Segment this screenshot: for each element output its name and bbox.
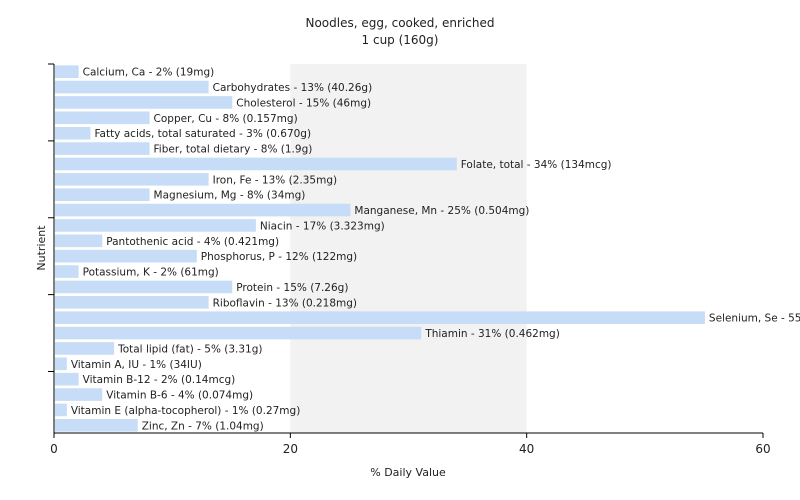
- bar-label: Fiber, total dietary - 8% (1.9g): [154, 144, 313, 156]
- bar: [55, 80, 209, 94]
- bar: [55, 419, 138, 432]
- bar-label: Selenium, Se - 55% (38.2mcg): [709, 313, 800, 325]
- bar-label: Total lipid (fat) - 5% (3.31g): [117, 343, 262, 355]
- x-tick-label: 60: [755, 442, 770, 456]
- bar-label: Calcium, Ca - 2% (19mg): [83, 67, 215, 79]
- bar: [55, 296, 209, 309]
- bar: [55, 157, 457, 171]
- axes-group: 0 20 40 60: [48, 63, 771, 456]
- bar-label: Vitamin A, IU - 1% (34IU): [71, 359, 202, 371]
- bar-label: Thiamin - 31% (0.462mg): [424, 328, 560, 340]
- bar: [55, 357, 67, 371]
- bar-label: Copper, Cu - 8% (0.157mg): [154, 113, 298, 125]
- bar: [55, 311, 705, 324]
- bar: [55, 342, 115, 355]
- bar-label: Cholesterol - 15% (46mg): [236, 97, 371, 109]
- chart-title: Noodles, egg, cooked, enriched: [305, 16, 494, 30]
- bar: [55, 111, 150, 125]
- bar-label: Fatty acids, total saturated - 3% (0.670…: [94, 128, 311, 140]
- chart-subtitle: 1 cup (160g): [362, 33, 439, 47]
- bar-label: Iron, Fe - 13% (2.35mg): [213, 174, 337, 186]
- grid-band: [290, 64, 527, 433]
- bar: [55, 126, 91, 140]
- bar-label: Zinc, Zn - 7% (1.04mg): [142, 420, 264, 432]
- bar: [55, 173, 209, 186]
- bar: [55, 372, 79, 386]
- bar: [55, 142, 150, 155]
- bar-label: Magnesium, Mg - 8% (34mg): [154, 190, 306, 202]
- bar: [55, 65, 79, 78]
- y-axis-label: Nutrient: [35, 225, 48, 271]
- bar: [55, 403, 67, 417]
- x-tick-label: 20: [283, 442, 298, 456]
- bar-label: Niacin - 17% (3.323mg): [260, 220, 385, 232]
- bar-label: Vitamin B-6 - 4% (0.074mg): [106, 390, 253, 402]
- bar: [55, 249, 197, 263]
- grid-bands: [290, 64, 527, 433]
- bar-label: Protein - 15% (7.26g): [236, 282, 348, 294]
- bar: [55, 96, 233, 109]
- bar: [55, 219, 256, 232]
- bars-group: Calcium, Ca - 2% (19mg) Carbohydrates - 1…: [55, 65, 800, 432]
- bar-label: Vitamin B-12 - 2% (0.14mcg): [83, 374, 236, 386]
- bar: [55, 234, 103, 248]
- bar-label: Carbohydrates - 13% (40.26g): [213, 82, 373, 94]
- bar-label: Riboflavin - 13% (0.218mg): [213, 297, 357, 309]
- bar: [55, 203, 351, 217]
- bar: [55, 280, 233, 294]
- bar: [55, 326, 422, 340]
- bar: [55, 265, 79, 278]
- bar: [55, 188, 150, 201]
- bar-label: Potassium, K - 2% (61mg): [83, 267, 219, 279]
- bar-label: Phosphorus, P - 12% (122mg): [201, 251, 357, 263]
- bar: [55, 388, 103, 401]
- bar-label: Folate, total - 34% (134mcg): [461, 159, 612, 171]
- x-tick-label: 0: [50, 442, 58, 456]
- x-axis-label: % Daily Value: [370, 466, 446, 479]
- bar-label: Manganese, Mn - 25% (0.504mg): [354, 205, 529, 217]
- bar-label: Vitamin E (alpha-tocopherol) - 1% (0.27m…: [71, 405, 300, 417]
- bar-label: Pantothenic acid - 4% (0.421mg): [106, 236, 279, 248]
- x-tick-label: 40: [519, 442, 534, 456]
